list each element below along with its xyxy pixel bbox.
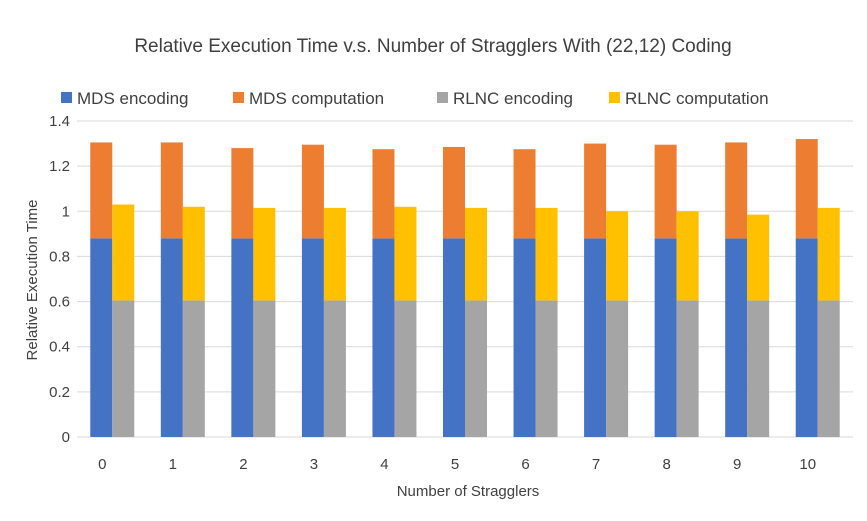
bar-rlnc-encoding — [465, 300, 487, 437]
bar-rlnc-computation — [465, 207, 487, 301]
bar-mds-computation — [654, 144, 677, 239]
bar-mds-computation — [725, 142, 748, 239]
legend-swatch — [233, 92, 244, 103]
x-tick-label: 7 — [592, 456, 600, 473]
bar-mds-encoding — [443, 238, 465, 437]
bars — [90, 139, 840, 437]
bar-rlnc-encoding — [112, 300, 135, 437]
x-tick-label: 6 — [521, 456, 529, 473]
y-tick-label: 0 — [62, 429, 70, 446]
chart-title: Relative Execution Time v.s. Number of S… — [134, 36, 731, 57]
x-tick-label: 2 — [239, 456, 247, 473]
bar-rlnc-computation — [182, 206, 205, 301]
bar-rlnc-encoding — [817, 300, 840, 437]
legend-label: RLNC computation — [625, 89, 769, 108]
y-tick-label: 1.2 — [49, 158, 70, 175]
bar-mds-computation — [90, 142, 113, 239]
bar-mds-computation — [231, 148, 254, 239]
bar-mds-computation — [513, 149, 536, 239]
y-tick-label: 0.4 — [49, 339, 70, 356]
bar-mds-computation — [160, 142, 183, 239]
bar-mds-encoding — [231, 238, 254, 437]
bar-rlnc-computation — [112, 204, 135, 301]
bar-rlnc-encoding — [394, 300, 417, 437]
bar-rlnc-encoding — [676, 300, 699, 437]
legend-swatch — [437, 92, 448, 103]
bar-rlnc-computation — [323, 207, 346, 301]
y-axis-ticks: 0 0.2 0.4 0.6 0.8 1 1.2 1.4 — [49, 113, 70, 446]
x-tick-label: 0 — [98, 456, 106, 473]
x-tick-label: 1 — [169, 456, 177, 473]
x-axis-label: Number of Stragglers — [397, 483, 540, 500]
bar-mds-encoding — [301, 238, 324, 437]
x-axis-ticks: 0 1 2 3 4 5 6 7 8 9 10 — [98, 456, 816, 473]
x-tick-label: 9 — [733, 456, 741, 473]
y-tick-label: 1.4 — [49, 113, 70, 130]
legend-swatch — [609, 92, 620, 103]
bar-rlnc-encoding — [253, 300, 276, 437]
bar-mds-encoding — [584, 238, 607, 437]
x-tick-label: 3 — [310, 456, 318, 473]
bar-mds-computation — [584, 143, 607, 239]
x-tick-label: 10 — [799, 456, 816, 473]
bar-mds-encoding — [654, 238, 677, 437]
legend-label: MDS computation — [249, 89, 384, 108]
bar-rlnc-encoding — [535, 300, 558, 437]
y-tick-label: 0.6 — [49, 294, 70, 311]
y-axis-label: Relative Execution Time — [24, 200, 41, 361]
bar-rlnc-computation — [676, 211, 699, 301]
legend-label: RLNC encoding — [453, 89, 573, 108]
legend-swatch — [61, 92, 72, 103]
y-tick-label: 1 — [62, 203, 70, 220]
bar-mds-encoding — [160, 238, 183, 437]
bar-rlnc-encoding — [606, 300, 629, 437]
bar-rlnc-computation — [817, 207, 840, 301]
legend: MDS encoding MDS computation RLNC encoding… — [61, 89, 769, 108]
bar-mds-computation — [443, 146, 465, 239]
x-tick-label: 8 — [662, 456, 670, 473]
bar-mds-encoding — [513, 238, 536, 437]
y-tick-label: 0.2 — [49, 384, 70, 401]
bar-rlnc-encoding — [323, 300, 346, 437]
bar-mds-encoding — [372, 238, 395, 437]
bar-rlnc-computation — [535, 207, 558, 301]
bar-mds-computation — [795, 139, 818, 239]
bar-rlnc-computation — [394, 206, 417, 301]
bar-mds-encoding — [725, 238, 748, 437]
bar-mds-computation — [372, 149, 395, 239]
x-tick-label: 4 — [380, 456, 388, 473]
bar-rlnc-encoding — [747, 300, 770, 437]
x-tick-label: 5 — [451, 456, 459, 473]
bar-mds-encoding — [90, 238, 113, 437]
bar-rlnc-computation — [606, 211, 629, 301]
bar-mds-encoding — [795, 238, 818, 437]
bar-rlnc-computation — [253, 207, 276, 301]
bar-rlnc-encoding — [182, 300, 205, 437]
bar-mds-computation — [301, 144, 324, 239]
bar-rlnc-computation — [747, 214, 770, 301]
y-tick-label: 0.8 — [49, 248, 70, 265]
legend-label: MDS encoding — [77, 89, 189, 108]
